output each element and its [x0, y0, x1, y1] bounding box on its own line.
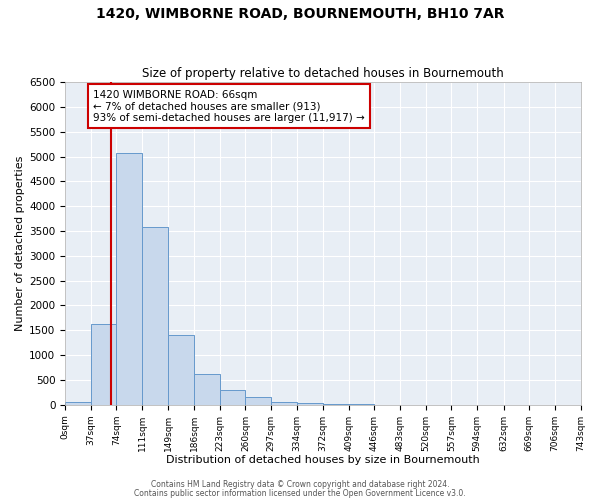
Text: Contains HM Land Registry data © Crown copyright and database right 2024.: Contains HM Land Registry data © Crown c…	[151, 480, 449, 489]
Bar	[297, 403, 323, 404]
Text: 1420, WIMBORNE ROAD, BOURNEMOUTH, BH10 7AR: 1420, WIMBORNE ROAD, BOURNEMOUTH, BH10 7…	[96, 8, 504, 22]
Bar	[271, 402, 297, 404]
X-axis label: Distribution of detached houses by size in Bournemouth: Distribution of detached houses by size …	[166, 455, 479, 465]
Text: Contains public sector information licensed under the Open Government Licence v3: Contains public sector information licen…	[134, 488, 466, 498]
Bar	[142, 227, 169, 404]
Bar	[65, 402, 91, 404]
Bar	[169, 335, 194, 404]
Bar	[116, 152, 142, 404]
Y-axis label: Number of detached properties: Number of detached properties	[15, 156, 25, 331]
Bar	[220, 390, 245, 404]
Bar	[194, 374, 220, 404]
Text: 1420 WIMBORNE ROAD: 66sqm
← 7% of detached houses are smaller (913)
93% of semi-: 1420 WIMBORNE ROAD: 66sqm ← 7% of detach…	[93, 90, 365, 122]
Bar	[91, 324, 116, 404]
Bar	[245, 397, 271, 404]
Title: Size of property relative to detached houses in Bournemouth: Size of property relative to detached ho…	[142, 66, 503, 80]
